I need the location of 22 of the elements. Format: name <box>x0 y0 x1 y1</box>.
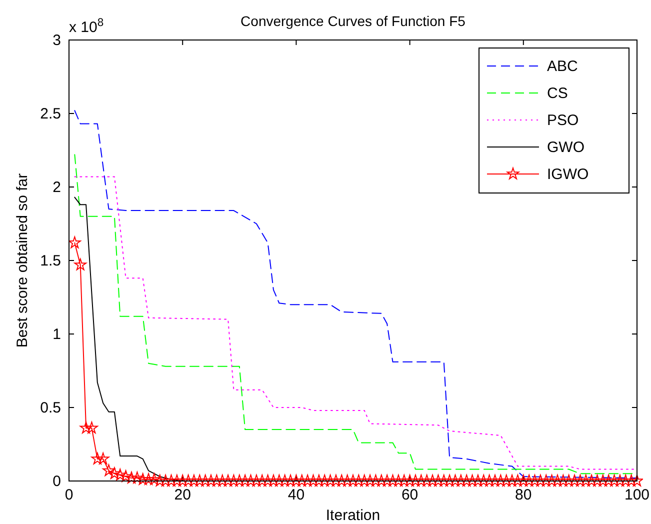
legend-label: CS <box>547 85 568 102</box>
y-tick-label: 0.5 <box>40 399 61 416</box>
y-tick-label: 2.5 <box>40 105 61 122</box>
x-tick-label: 60 <box>401 486 418 504</box>
y-tick-label: 3 <box>52 32 61 49</box>
x-tick-label: 20 <box>174 486 191 504</box>
legend-label: IGWO <box>547 166 589 183</box>
chart-title: Convergence Curves of Function F5 <box>240 13 466 29</box>
y-tick-label: 1.5 <box>40 252 61 270</box>
y-tick-label: 2 <box>52 178 61 196</box>
x-tick-label: 100 <box>624 486 650 504</box>
x-tick-label: 0 <box>64 486 74 504</box>
x-tick-label: 40 <box>288 486 305 504</box>
text: x 10$^{8}$ <box>69 17 104 36</box>
legend-label: ABC <box>547 58 578 75</box>
x-axis-title: Iteration <box>326 507 380 524</box>
y-tick-label: 1 <box>52 326 61 343</box>
y-axis-title: Best score obtained so far <box>14 173 31 348</box>
legend-label: PSO <box>547 112 579 129</box>
x-tick-label: 80 <box>515 486 532 504</box>
y-tick-label: 0 <box>52 472 61 490</box>
legend-label: GWO <box>547 139 584 156</box>
